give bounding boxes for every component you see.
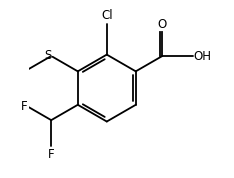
Text: S: S	[44, 49, 52, 62]
Text: Cl: Cl	[101, 9, 113, 22]
Text: OH: OH	[194, 49, 212, 62]
Text: F: F	[48, 148, 55, 161]
Text: F: F	[21, 100, 28, 113]
Text: O: O	[158, 17, 167, 31]
